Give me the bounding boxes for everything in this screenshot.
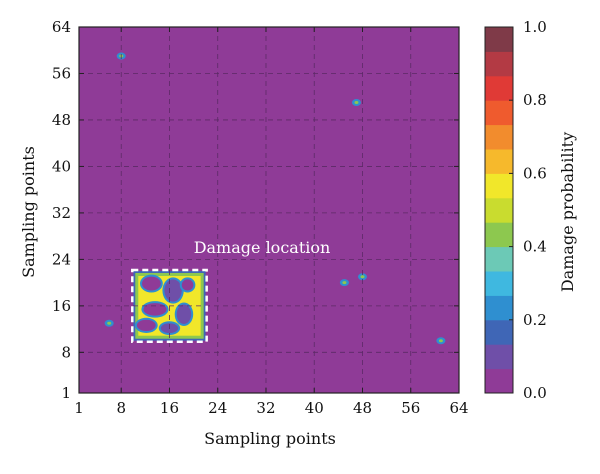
y-axis-label: Sampling points — [19, 146, 38, 278]
x-tick-label: 1 — [74, 399, 84, 417]
colorbar-tick-label: 0.8 — [523, 91, 547, 109]
colorbar-swatch — [485, 100, 513, 126]
colorbar-swatch — [485, 75, 513, 101]
x-tick-label: 8 — [116, 399, 126, 417]
y-tick-label: 24 — [52, 250, 71, 268]
colorbar-swatch — [485, 51, 513, 77]
x-tick-label: 64 — [449, 399, 468, 417]
colorbar-swatch — [485, 271, 513, 296]
plot-frame — [78, 26, 460, 394]
x-tick-label: 40 — [305, 399, 324, 417]
x-tick-label: 24 — [208, 399, 227, 417]
colorbar-swatch — [485, 344, 513, 370]
damage-contour-hole — [143, 303, 167, 316]
colorbar-swatch — [485, 246, 513, 272]
damage-contour-hole — [176, 304, 192, 324]
x-tick-label: 32 — [256, 399, 275, 417]
colorbar-tick-label: 0.2 — [523, 311, 547, 329]
y-tick-label: 1 — [61, 384, 71, 402]
damage-contour-hole — [136, 319, 156, 331]
damage-location-box — [131, 268, 208, 343]
hotspot-core — [360, 275, 365, 279]
plot-area: 1 8 16 24 32 40 48 56 64 1 8 16 24 32 40 48 56 64 — [52, 18, 469, 417]
colorbar-swatch — [485, 295, 513, 321]
colorbar-swatch — [485, 173, 513, 199]
colorbar-tick-label: 0.6 — [523, 164, 547, 182]
colorbar-label: Damage probability — [558, 132, 577, 292]
hotspot-core — [342, 281, 347, 285]
x-tick-label: 16 — [160, 399, 179, 417]
x-tick-label: 48 — [353, 399, 372, 417]
colorbar-frame — [484, 26, 514, 394]
colorbar: 0.0 0.2 0.4 0.6 0.8 1.0 — [484, 18, 547, 402]
y-tick-label: 48 — [52, 111, 71, 129]
x-tick-label: 56 — [401, 399, 420, 417]
hotspot-core — [107, 321, 112, 325]
y-tick-label: 16 — [52, 297, 71, 315]
colorbar-swatch — [485, 222, 513, 248]
y-tick-label: 40 — [52, 157, 71, 175]
damage-location-annotation: Damage location — [194, 238, 331, 257]
hotspot-core — [438, 339, 443, 343]
x-axis-label: Sampling points — [204, 429, 336, 448]
damage-contour-hole — [164, 279, 182, 302]
y-tick-label: 56 — [52, 64, 71, 82]
colorbar-swatch — [485, 197, 513, 223]
y-tick-label: 64 — [52, 18, 71, 36]
colorbar-tick-label: 0.0 — [523, 384, 547, 402]
colorbar-swatch — [485, 149, 513, 174]
colorbar-swatch — [485, 319, 513, 345]
colorbar-tick-label: 0.4 — [523, 238, 547, 256]
colorbar-swatch — [485, 124, 513, 150]
colorbar-tick-label: 1.0 — [523, 18, 547, 36]
y-tick-label: 8 — [61, 343, 71, 361]
damage-contour-hole — [181, 279, 194, 291]
colorbar-swatch — [485, 368, 513, 394]
hotspot-core — [354, 101, 359, 105]
y-tick-label: 32 — [52, 204, 71, 222]
damage-contour-hole — [141, 276, 161, 291]
colorbar-swatch — [485, 27, 513, 52]
